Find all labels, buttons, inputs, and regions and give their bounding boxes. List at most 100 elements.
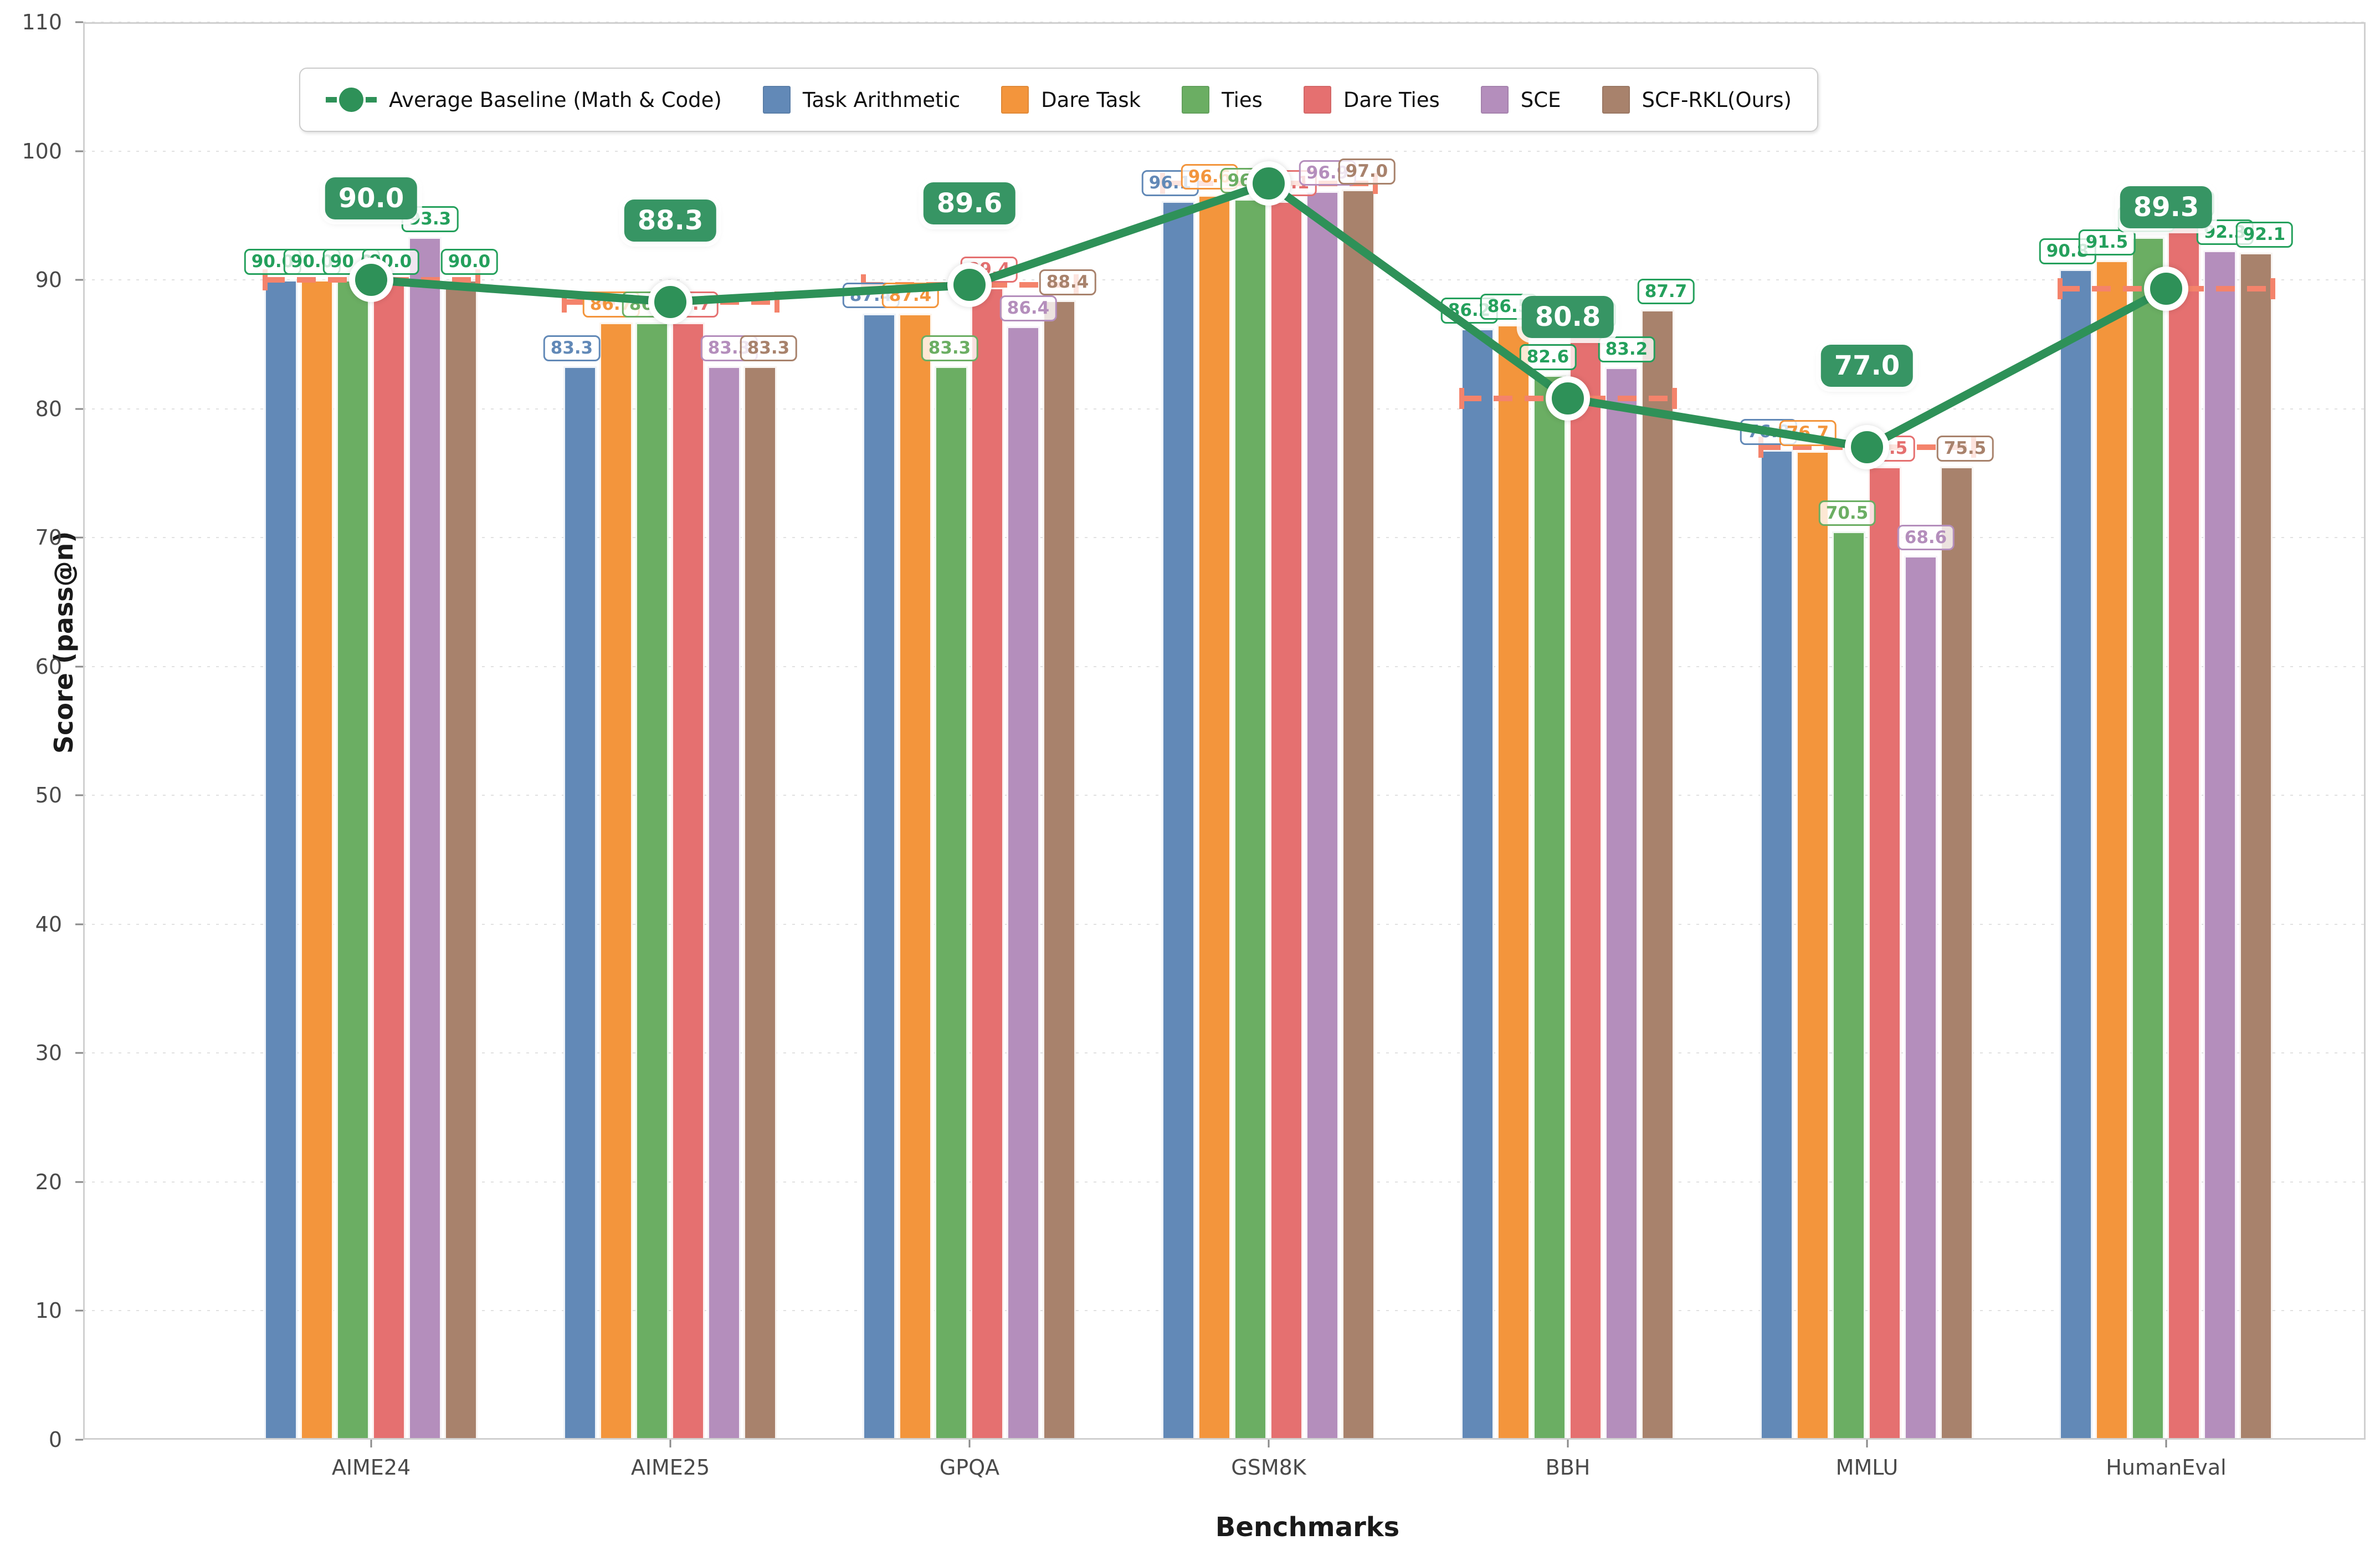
baseline-range-cap [2270, 278, 2275, 300]
baseline-point-marker [2144, 267, 2188, 311]
y-tick-mark [75, 21, 83, 23]
bar-value-label: 88.4 [1039, 269, 1096, 296]
legend-item-dare-ties: Dare Ties [1303, 86, 1440, 114]
bar-dare-task-bbh [1497, 325, 1530, 1440]
legend-swatch-icon [1182, 86, 1210, 114]
baseline-range-cap [475, 269, 480, 291]
bar-sce-mmlu [1904, 555, 1937, 1440]
bar-value-label: 92.1 [2235, 222, 2293, 248]
x-tick-label-humaneval: HumanEval [2106, 1455, 2227, 1480]
plot-area: Score (pass@n) Benchmarks Average Baseli… [22, 10, 2366, 1543]
baseline-point-marker [1845, 425, 1889, 470]
bar-value-label: 70.5 [1818, 500, 1876, 526]
baseline-point-marker [349, 258, 393, 303]
y-tick-mark [75, 1309, 83, 1312]
bar-task-arithmetic-gsm8k [1162, 201, 1195, 1440]
bar-dare-task-aime25 [599, 322, 633, 1440]
x-tick-label-mmlu: MMLU [1835, 1455, 1899, 1480]
bar-sce-aime25 [707, 366, 741, 1440]
y-tick-label: 110 [22, 10, 62, 34]
bar-task-arithmetic-gpqa [863, 313, 896, 1440]
baseline-badge-humaneval: 89.3 [2120, 186, 2213, 229]
x-tick-mark [1268, 1440, 1270, 1447]
y-tick-mark [75, 150, 83, 152]
bar-ties-mmlu [1832, 531, 1865, 1440]
legend-swatch-icon [1303, 86, 1331, 114]
y-axis-title: Score (pass@n) [49, 531, 79, 754]
y-tick-label: 0 [48, 1428, 62, 1452]
bar-scf-rkl-ours--aime24 [444, 280, 478, 1440]
bar-sce-humaneval [2203, 250, 2237, 1440]
baseline-marker-icon [326, 88, 377, 112]
bar-task-arithmetic-bbh [1461, 329, 1494, 1440]
legend-swatch-icon [1001, 86, 1029, 114]
legend-item-dare-task: Dare Task [1001, 86, 1141, 114]
y-tick-label: 40 [35, 912, 62, 937]
baseline-badge-bbh: 80.8 [1521, 296, 1614, 339]
legend-item-ties: Ties [1182, 86, 1263, 114]
bar-value-label: 82.6 [1519, 344, 1577, 370]
bar-value-label: 83.3 [740, 335, 797, 361]
bar-dare-task-aime24 [300, 280, 334, 1440]
baseline-range-cap [1459, 388, 1464, 410]
bar-dare-ties-aime24 [372, 280, 406, 1440]
y-tick-mark [75, 1181, 83, 1183]
bar-dare-ties-gpqa [971, 288, 1004, 1440]
y-tick-label: 80 [35, 396, 62, 421]
bar-dare-task-gpqa [899, 313, 932, 1440]
x-tick-mark [2165, 1440, 2167, 1447]
legend: Average Baseline (Math & Code) Task Arit… [299, 68, 1818, 132]
gridline-y-100 [83, 150, 2366, 152]
bar-value-label: 91.5 [2078, 229, 2136, 255]
y-tick-mark [75, 279, 83, 281]
y-tick-label: 70 [35, 525, 62, 550]
x-tick-label-bbh: BBH [1545, 1455, 1591, 1480]
bar-sce-gpqa [1007, 326, 1040, 1440]
baseline-point-marker [1546, 376, 1590, 421]
bar-value-label: 87.7 [1637, 278, 1695, 305]
bar-scf-rkl-ours--mmlu [1940, 467, 1973, 1440]
y-tick-mark [75, 666, 83, 668]
y-tick-mark [75, 794, 83, 796]
bar-ties-gpqa [935, 366, 968, 1440]
y-tick-label: 50 [35, 783, 62, 808]
legend-label: Dare Ties [1343, 88, 1440, 112]
bar-scf-rkl-ours--bbh [1641, 309, 1674, 1440]
bar-value-label: 68.6 [1897, 524, 1955, 551]
x-tick-mark [370, 1440, 372, 1447]
bar-dare-task-mmlu [1796, 451, 1829, 1440]
bar-dare-ties-aime25 [671, 322, 705, 1440]
baseline-range-cap [1758, 437, 1763, 458]
x-axis-title: Benchmarks [1215, 1512, 1400, 1543]
baseline-line-layer [371, 178, 2168, 452]
bar-sce-bbh [1605, 367, 1638, 1440]
bar-task-arithmetic-aime24 [264, 280, 298, 1440]
bar-sce-gsm8k [1306, 191, 1339, 1440]
bar-scf-rkl-ours--aime25 [743, 366, 777, 1440]
baseline-point-marker [947, 263, 992, 308]
x-tick-mark [968, 1440, 971, 1447]
x-tick-label-aime24: AIME24 [331, 1455, 411, 1480]
bar-value-label: 90.0 [440, 249, 498, 275]
bar-dare-ties-gsm8k [1270, 201, 1303, 1440]
bar-dare-task-gsm8k [1198, 195, 1231, 1440]
baseline-range-cap [562, 291, 567, 313]
bar-ties-aime25 [635, 322, 669, 1440]
bar-ties-aime24 [336, 280, 370, 1440]
bar-task-arithmetic-mmlu [1760, 450, 1793, 1440]
x-tick-mark [1866, 1440, 1868, 1447]
baseline-point-marker [1247, 161, 1291, 206]
baseline-range-cap [1672, 388, 1677, 410]
bar-ties-bbh [1533, 375, 1566, 1440]
legend-label: Dare Task [1041, 88, 1141, 112]
y-tick-mark [75, 536, 83, 539]
legend-label: SCE [1520, 88, 1561, 112]
y-tick-label: 60 [35, 654, 62, 679]
y-tick-label: 90 [35, 268, 62, 293]
baseline-point-marker [648, 279, 693, 324]
legend-label: Task Arithmetic [802, 88, 961, 112]
bar-scf-rkl-ours--gsm8k [1342, 190, 1375, 1440]
legend-label: SCF-RKL(Ours) [1642, 88, 1792, 112]
baseline-badge-aime24: 90.0 [325, 177, 418, 220]
legend-label: Ties [1222, 88, 1263, 112]
